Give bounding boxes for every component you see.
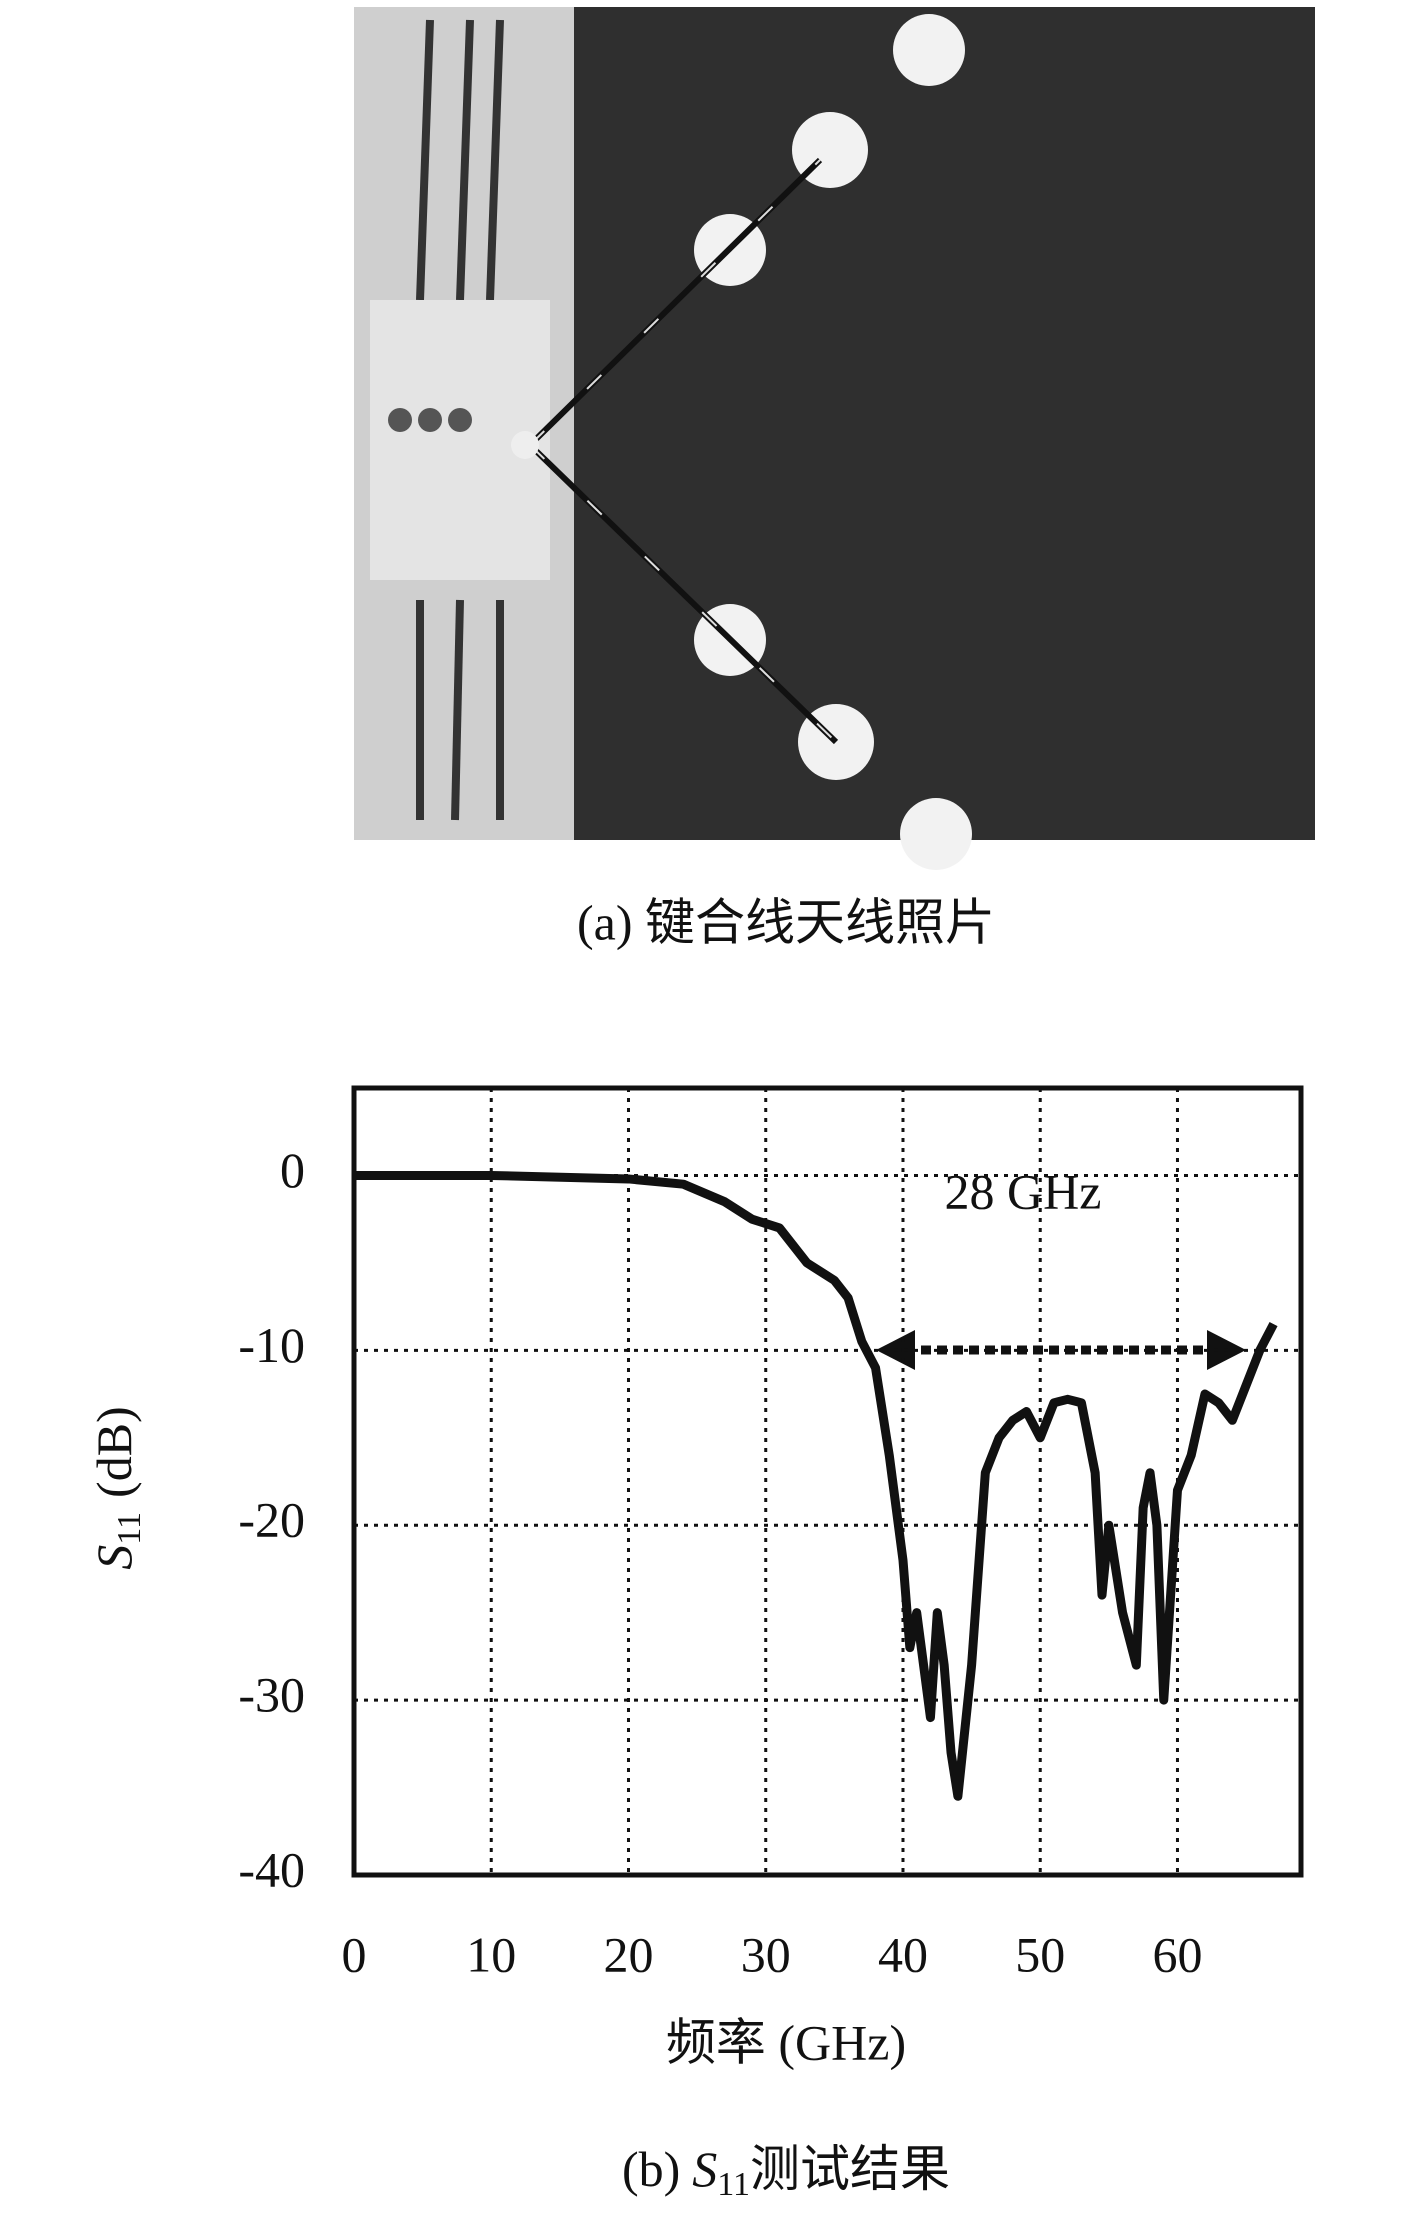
y-tick-label: 0 xyxy=(280,1142,305,1198)
caption-b: (b) S11测试结果 xyxy=(622,2141,950,2202)
x-tick-label: 0 xyxy=(342,1926,367,1982)
x-tick-label: 60 xyxy=(1152,1926,1202,1982)
range-arrow xyxy=(876,1330,1246,1370)
caption-prefix: (b) xyxy=(622,2141,680,2197)
y-label-unit: (dB) xyxy=(86,1406,142,1498)
x-tick-label: 20 xyxy=(603,1926,653,1982)
data-line xyxy=(354,1170,1278,1801)
y-tick-label: -30 xyxy=(238,1667,305,1723)
y-tick-label: -20 xyxy=(238,1492,305,1548)
x-tick-label: 40 xyxy=(878,1926,928,1982)
plot-frame xyxy=(351,1085,1304,1878)
caption-symbol: S xyxy=(692,2141,717,2197)
x-axis-label: 频率 (GHz) xyxy=(666,2014,906,2070)
annotation: 28 GHz xyxy=(945,1163,1102,1219)
caption-subscript: 11 xyxy=(717,2166,750,2203)
x-tick-label: 30 xyxy=(741,1926,791,1982)
x-tick-label: 50 xyxy=(1015,1926,1065,1982)
y-tick-label: -40 xyxy=(238,1841,305,1897)
antenna-photo xyxy=(354,7,1315,870)
y-label-symbol: S xyxy=(86,1545,142,1570)
caption-text: 测试结果 xyxy=(750,2141,950,2197)
caption-a: (a) 键合线天线照片 xyxy=(577,894,995,950)
y-tick-label: -10 xyxy=(238,1317,305,1373)
x-tick-label: 10 xyxy=(466,1926,516,1982)
y-label-subscript: 11 xyxy=(111,1512,148,1545)
y-axis-label: S11 (dB) xyxy=(86,1406,147,1569)
